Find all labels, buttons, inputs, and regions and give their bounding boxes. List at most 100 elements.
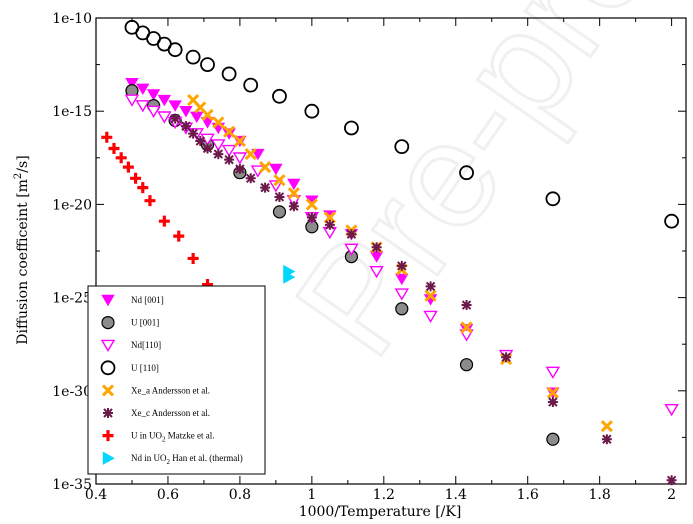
x-tick-label: 1 <box>307 487 316 503</box>
data-point <box>601 434 612 445</box>
data-point <box>306 212 317 223</box>
legend-label: Xe_a Andersson et al. <box>131 385 210 395</box>
data-point <box>158 215 170 227</box>
legend-label: U [110] <box>131 363 159 373</box>
data-point <box>460 321 473 334</box>
y-tick-label: 1e-35 <box>52 477 92 493</box>
data-point <box>223 125 236 138</box>
series-3 <box>124 19 680 229</box>
data-point <box>136 83 150 96</box>
x-tick-label: 0.6 <box>157 487 179 503</box>
legend-marker <box>102 451 115 465</box>
legend-label: U in UO2 Matzke et al. <box>131 431 214 444</box>
data-point <box>425 281 436 292</box>
data-point <box>287 178 301 191</box>
data-point <box>185 49 201 65</box>
series-2 <box>124 94 679 417</box>
data-point <box>545 191 561 207</box>
data-point <box>168 100 182 112</box>
watermark-text: Pre-proof <box>263 0 693 384</box>
x-tick-label: 0.8 <box>229 487 251 503</box>
watermark: Pre-proof <box>261 0 693 385</box>
axis-ticks <box>95 17 686 485</box>
data-point <box>259 161 272 174</box>
data-point <box>115 152 127 164</box>
data-point <box>371 242 382 253</box>
x-tick-label: 1.8 <box>589 487 611 503</box>
legend-entry: Nd [001] <box>101 294 164 307</box>
legend-entry: Xe_c Andersson et al. <box>103 408 210 418</box>
data-point <box>245 173 256 184</box>
y-tick-label: 1e-20 <box>52 197 92 213</box>
y-axis-label-end: /s] <box>15 155 31 172</box>
data-point <box>233 134 246 148</box>
data-point <box>395 302 409 316</box>
data-point <box>157 111 172 124</box>
y-tick-label: 1e-15 <box>52 104 92 120</box>
data-point <box>146 105 161 118</box>
y-tick-label: 1e-10 <box>52 11 92 27</box>
x-tick-label: 1.4 <box>445 487 467 503</box>
y-tick-labels: 1e-10 1e-15 1e-20 1e-25 1e-30 1e-35 <box>52 11 92 493</box>
x-axis-label: 1000/Temperature [/K] <box>299 504 462 520</box>
data-point <box>423 310 438 324</box>
x-tick-label: 2 <box>667 487 676 503</box>
data-point <box>269 163 283 176</box>
x-tick-label: 1.2 <box>373 487 395 503</box>
data-point <box>305 198 318 211</box>
data-point <box>396 260 407 271</box>
legend-entry: Nd in UO2 Han et al. (thermal) <box>102 451 243 466</box>
data-point <box>108 142 120 154</box>
data-point <box>195 136 206 147</box>
data-point <box>344 243 359 256</box>
data-point <box>501 352 512 363</box>
data-point <box>211 139 226 152</box>
data-point <box>180 121 191 132</box>
data-point <box>221 144 237 158</box>
data-point <box>545 366 561 379</box>
y-tick-label: 1e-25 <box>52 291 92 307</box>
data-point <box>188 128 199 139</box>
data-point <box>146 89 161 101</box>
data-point <box>167 42 183 58</box>
data-point <box>287 187 300 200</box>
data-point <box>546 432 560 446</box>
y-axis-label-main: Diffusion coefficeint [m <box>15 179 31 345</box>
legend-entry: U [110] <box>100 360 159 376</box>
data-point <box>179 106 193 118</box>
data-point <box>664 403 679 417</box>
data-point <box>286 195 302 208</box>
legend-marker <box>103 408 113 418</box>
legend-label: Nd [001] <box>131 295 164 305</box>
x-tick-label: 0.4 <box>85 487 107 503</box>
legend-marker <box>102 430 114 442</box>
data-point <box>200 117 215 129</box>
data-point <box>394 139 410 155</box>
data-point <box>272 205 287 219</box>
data-point <box>122 161 134 173</box>
series-5 <box>170 113 677 486</box>
data-point <box>101 131 113 143</box>
data-point <box>459 165 474 181</box>
data-point <box>202 143 213 154</box>
legend-marker <box>101 294 115 307</box>
x-tick-label: 1.6 <box>517 487 539 503</box>
data-point <box>201 108 214 121</box>
data-point <box>369 266 384 279</box>
legend-label: Nd in UO2 Han et al. (thermal) <box>131 453 243 466</box>
data-point <box>200 57 215 72</box>
data-point <box>234 163 245 174</box>
data-point <box>157 94 172 107</box>
legend-entry: U in UO2 Matzke et al. <box>102 430 214 444</box>
series-4 <box>187 93 613 433</box>
data-point <box>547 396 558 407</box>
data-point <box>346 229 357 240</box>
data-point <box>260 182 271 193</box>
series-7 <box>283 264 296 284</box>
data-point <box>664 213 680 229</box>
data-point <box>268 180 284 193</box>
data-point <box>135 100 150 113</box>
data-point <box>137 182 149 194</box>
data-point <box>144 195 156 207</box>
